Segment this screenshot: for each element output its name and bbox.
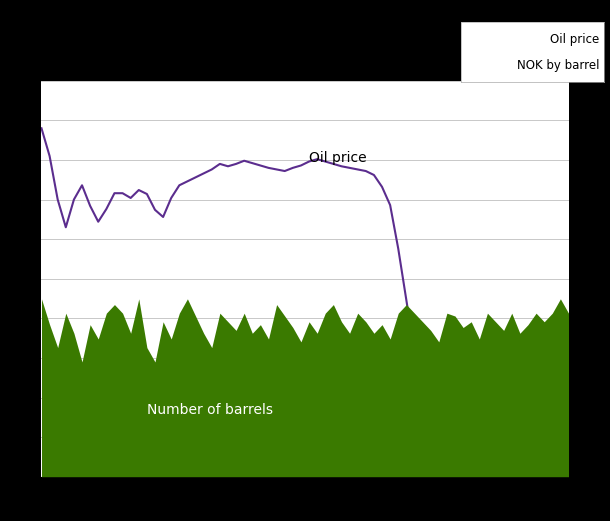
Text: NOK by barrel: NOK by barrel [517, 59, 600, 72]
Text: Number of barrels: Number of barrels [147, 403, 273, 417]
Text: Oil price: Oil price [309, 151, 367, 165]
Text: Oil price: Oil price [550, 33, 600, 46]
